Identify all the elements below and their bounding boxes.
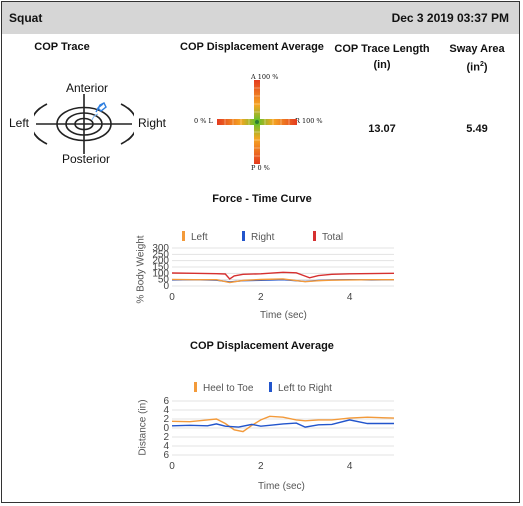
cop-ytick-label: 2 [163, 414, 169, 425]
force-ytick-label: 0 [163, 281, 169, 292]
gauge-center-marker [255, 120, 259, 124]
anterior-label: Anterior [66, 81, 109, 95]
cop-ytick-label: 6 [163, 397, 169, 407]
cop-series-left-to-right [171, 419, 394, 428]
force-ytick-label: 250 [152, 249, 169, 260]
right-label: Right [138, 116, 167, 130]
cop-displacement-title: COP Displacement Average [180, 41, 324, 53]
cop-ytick-label: 2 [163, 432, 169, 443]
cop-xtick-label: 2 [258, 461, 264, 472]
sway-area-value: 5.49 [466, 123, 488, 135]
force-chart-title: Force - Time Curve [212, 193, 312, 205]
force-ytick-label: 100 [152, 268, 169, 279]
gauge-right-label: R 100 % [295, 117, 323, 125]
cop-xtick-label: 0 [169, 461, 175, 472]
cop-xlabel: Time (sec) [258, 481, 305, 492]
legend-left: Left [182, 231, 208, 243]
cop-ytick-label: 0 [163, 423, 169, 434]
cop-trace-length-title: COP Trace Length (in) [334, 43, 430, 71]
force-ytick-label: 150 [152, 262, 169, 273]
cop-series-heel-to-toe [171, 415, 395, 433]
session-datetime: Dec 3 2019 03:37 PM [391, 11, 509, 25]
sway-area-title: Sway Area (in2) [449, 43, 505, 74]
force-xtick-label: 0 [169, 292, 175, 303]
posterior-label: Posterior [62, 152, 111, 166]
legend-right: Right [242, 231, 274, 243]
legend-heel-to-toe: Heel to Toe [194, 382, 253, 394]
force-series-total [171, 271, 395, 280]
cop-ytick-label: 4 [163, 405, 169, 416]
legend-total: Total [313, 231, 343, 243]
force-ytick-label: 50 [158, 275, 170, 286]
gauge-anterior-label: A 100 % [251, 73, 279, 81]
gauge-posterior-label: P 0 % [251, 164, 270, 172]
legend-left-to-right: Left to Right [269, 382, 332, 394]
cop-ytick-label: 4 [163, 441, 169, 452]
displacement-gauge [217, 80, 297, 164]
cop-trace-target [34, 94, 134, 154]
force-xtick-label: 4 [347, 292, 353, 303]
cop-ytick-label: 6 [163, 450, 169, 461]
cop-chart-title: COP Displacement Average [190, 340, 334, 352]
force-series-left [171, 278, 394, 284]
gauge-left-label: 0 % L [194, 117, 213, 125]
force-ytick-label: 200 [152, 256, 169, 267]
force-xlabel: Time (sec) [260, 310, 307, 321]
cop-xtick-label: 4 [347, 461, 353, 472]
trace-path [91, 102, 107, 121]
cop-trace-title: COP Trace [34, 41, 90, 53]
left-label: Left [9, 116, 30, 130]
report-header: Squat Dec 3 2019 03:37 PM [2, 2, 519, 34]
force-xtick-label: 2 [258, 292, 264, 303]
trace-length-value: 13.07 [368, 123, 396, 135]
exercise-title: Squat [9, 11, 43, 25]
force-ytick-label: 300 [152, 244, 169, 254]
